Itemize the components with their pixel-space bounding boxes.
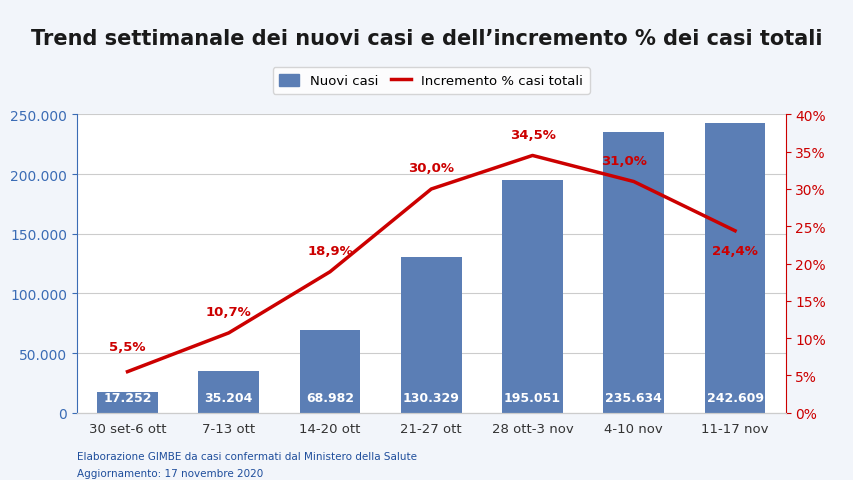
Text: Elaborazione GIMBE da casi confermati dal Ministero della Salute: Elaborazione GIMBE da casi confermati da… bbox=[77, 451, 416, 461]
Text: 195.051: 195.051 bbox=[503, 392, 560, 405]
Text: 5,5%: 5,5% bbox=[109, 340, 146, 353]
Bar bbox=[400, 258, 461, 413]
Text: Trend settimanale dei nuovi casi e dell’incremento % dei casi totali: Trend settimanale dei nuovi casi e dell’… bbox=[32, 29, 821, 49]
Bar bbox=[198, 371, 258, 413]
Text: 35.204: 35.204 bbox=[205, 392, 252, 405]
Text: 242.609: 242.609 bbox=[705, 392, 763, 405]
Text: 68.982: 68.982 bbox=[305, 392, 354, 405]
Text: 31,0%: 31,0% bbox=[600, 154, 646, 168]
Text: 34,5%: 34,5% bbox=[509, 128, 554, 141]
Text: 10,7%: 10,7% bbox=[206, 305, 252, 318]
Text: 24,4%: 24,4% bbox=[711, 244, 757, 257]
Text: 130.329: 130.329 bbox=[403, 392, 459, 405]
Bar bbox=[299, 331, 360, 413]
Bar bbox=[502, 180, 562, 413]
Text: 30,0%: 30,0% bbox=[408, 162, 454, 175]
Bar bbox=[97, 392, 158, 413]
Bar bbox=[704, 124, 764, 413]
Text: 18,9%: 18,9% bbox=[307, 244, 352, 257]
Bar bbox=[603, 132, 664, 413]
Text: 235.634: 235.634 bbox=[605, 392, 661, 405]
Text: Aggiornamento: 17 novembre 2020: Aggiornamento: 17 novembre 2020 bbox=[77, 468, 263, 478]
Text: 17.252: 17.252 bbox=[103, 392, 152, 405]
Legend: Nuovi casi, Incremento % casi totali: Nuovi casi, Incremento % casi totali bbox=[272, 68, 589, 95]
